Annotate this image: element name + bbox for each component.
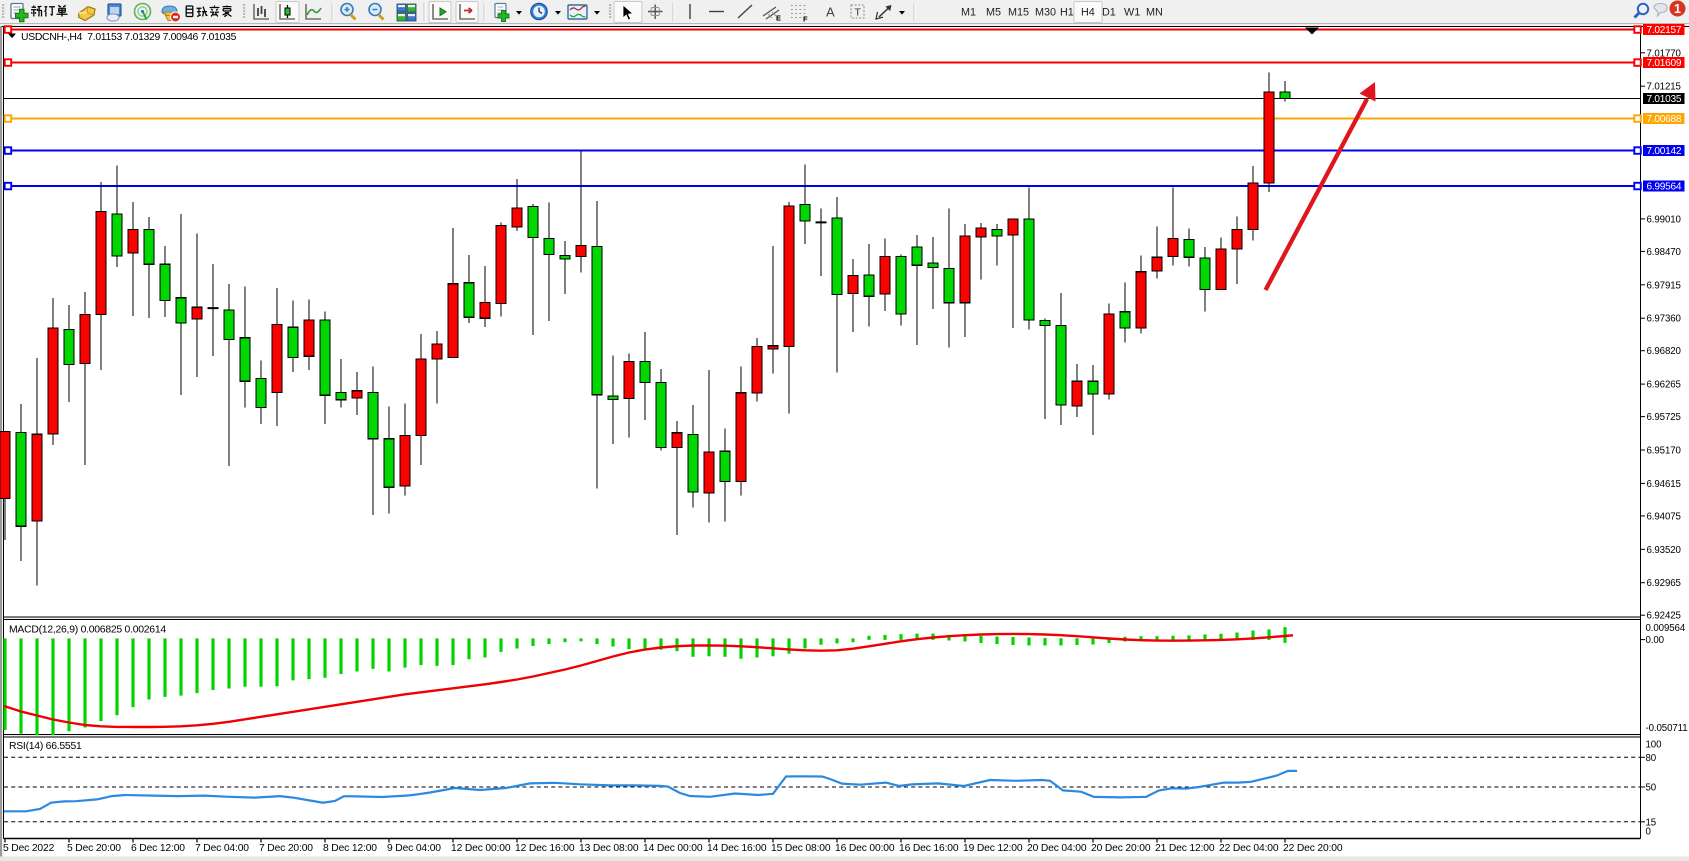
svg-text:80: 80 — [1646, 753, 1657, 764]
svg-text:6.99010: 6.99010 — [1647, 214, 1682, 225]
svg-text:0: 0 — [1646, 826, 1652, 837]
svg-text:T: T — [855, 7, 862, 19]
svg-text:W1: W1 — [1124, 7, 1140, 19]
svg-text:22 Dec 20:00: 22 Dec 20:00 — [1283, 843, 1343, 854]
svg-text:0.009564: 0.009564 — [1646, 623, 1686, 634]
svg-text:50: 50 — [1646, 783, 1657, 794]
svg-text:6.92965: 6.92965 — [1647, 578, 1681, 589]
svg-text:5 Dec 2022: 5 Dec 2022 — [3, 843, 55, 854]
svg-text:A: A — [826, 5, 835, 20]
svg-text:6.95170: 6.95170 — [1647, 446, 1682, 457]
svg-text:RSI(14) 66.5551: RSI(14) 66.5551 — [9, 741, 82, 752]
svg-text:6.96265: 6.96265 — [1647, 380, 1681, 391]
svg-text:7.01609: 7.01609 — [1647, 58, 1682, 69]
svg-text:6.97915: 6.97915 — [1647, 280, 1681, 291]
svg-text:6.94075: 6.94075 — [1647, 511, 1681, 522]
svg-text:5 Dec 20:00: 5 Dec 20:00 — [67, 843, 121, 854]
svg-text:F: F — [803, 15, 808, 24]
svg-text:M1: M1 — [961, 7, 976, 19]
svg-text:-0.050711: -0.050711 — [1646, 723, 1688, 734]
svg-text:M5: M5 — [986, 7, 1001, 19]
svg-text:14 Dec 16:00: 14 Dec 16:00 — [707, 843, 767, 854]
svg-text:MACD(12,26,9) 0.006825 0.00261: MACD(12,26,9) 0.006825 0.002614 — [9, 625, 166, 636]
svg-text:7.01035: 7.01035 — [1647, 94, 1682, 105]
svg-text:15 Dec 08:00: 15 Dec 08:00 — [771, 843, 831, 854]
svg-text:0.00: 0.00 — [1646, 635, 1665, 646]
svg-text:9 Dec 04:00: 9 Dec 04:00 — [387, 843, 441, 854]
svg-text:100: 100 — [1646, 739, 1663, 750]
svg-text:1: 1 — [1674, 2, 1681, 16]
svg-text:20 Dec 20:00: 20 Dec 20:00 — [1091, 843, 1151, 854]
svg-text:14 Dec 00:00: 14 Dec 00:00 — [643, 843, 703, 854]
svg-text:19 Dec 12:00: 19 Dec 12:00 — [963, 843, 1023, 854]
svg-text:E: E — [776, 14, 781, 23]
svg-text:M30: M30 — [1035, 7, 1056, 19]
svg-text:M15: M15 — [1008, 7, 1029, 19]
svg-text:16 Dec 00:00: 16 Dec 00:00 — [835, 843, 895, 854]
svg-text:8 Dec 12:00: 8 Dec 12:00 — [323, 843, 377, 854]
svg-text:6.94615: 6.94615 — [1647, 479, 1681, 490]
svg-text:7 Dec 20:00: 7 Dec 20:00 — [259, 843, 313, 854]
svg-text:6.92425: 6.92425 — [1647, 611, 1681, 622]
svg-text:6.96820: 6.96820 — [1647, 346, 1682, 357]
svg-text:21 Dec 12:00: 21 Dec 12:00 — [1155, 843, 1215, 854]
svg-text:H4: H4 — [1081, 7, 1095, 19]
svg-text:15: 15 — [1646, 817, 1657, 828]
svg-text:6.97360: 6.97360 — [1647, 314, 1682, 325]
svg-text:7 Dec 04:00: 7 Dec 04:00 — [195, 843, 249, 854]
svg-text:12 Dec 00:00: 12 Dec 00:00 — [451, 843, 511, 854]
svg-text:7.02157: 7.02157 — [1647, 25, 1682, 36]
svg-text:16 Dec 16:00: 16 Dec 16:00 — [899, 843, 959, 854]
svg-text:6 Dec 12:00: 6 Dec 12:00 — [131, 843, 185, 854]
svg-text:7.00142: 7.00142 — [1647, 146, 1682, 157]
svg-text:6.93520: 6.93520 — [1647, 545, 1682, 556]
svg-text:6.98470: 6.98470 — [1647, 247, 1682, 258]
svg-text:13 Dec 08:00: 13 Dec 08:00 — [579, 843, 639, 854]
svg-text:H1: H1 — [1060, 7, 1074, 19]
svg-text:D1: D1 — [1102, 7, 1116, 19]
svg-text:12 Dec 16:00: 12 Dec 16:00 — [515, 843, 575, 854]
svg-text:MN: MN — [1146, 7, 1163, 19]
svg-text:20 Dec 04:00: 20 Dec 04:00 — [1027, 843, 1087, 854]
svg-text:7.01215: 7.01215 — [1647, 82, 1681, 93]
svg-text:7.00688: 7.00688 — [1647, 114, 1682, 125]
svg-text:7.01770: 7.01770 — [1647, 48, 1682, 59]
svg-text:6.95725: 6.95725 — [1647, 412, 1681, 423]
svg-text:22 Dec 04:00: 22 Dec 04:00 — [1219, 843, 1279, 854]
svg-text:USDCNH-,H4 7.01153 7.01329 7.: USDCNH-,H4 7.01153 7.01329 7.00946 7.010… — [21, 32, 237, 43]
svg-text:6.99564: 6.99564 — [1647, 182, 1682, 193]
